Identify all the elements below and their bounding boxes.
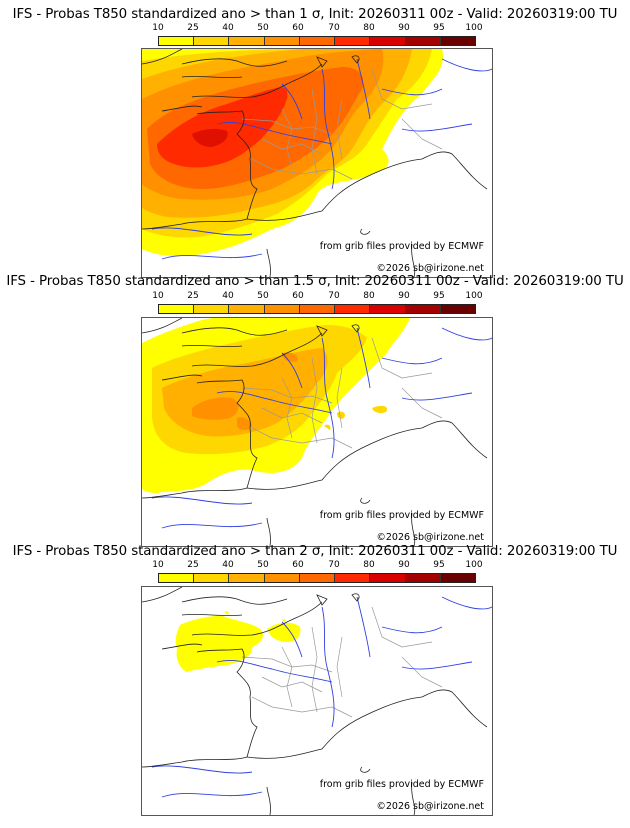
colorbar-swatch: [440, 305, 475, 313]
colorbar-swatch: [159, 37, 195, 45]
rivers: [151, 327, 492, 529]
colorbar-tick: 90: [398, 291, 410, 301]
colorbar-tick: 50: [257, 291, 269, 301]
colorbar-tick: 25: [187, 23, 199, 33]
colorbar-tick: 80: [363, 291, 375, 301]
probability-map-2: [142, 318, 492, 546]
colorbar-swatch: [370, 37, 406, 45]
colorbar-swatch: [229, 37, 265, 45]
colorbar-swatch: [194, 574, 230, 582]
colorbar-swatch: [299, 305, 336, 313]
colorbar-tick: 95: [433, 291, 445, 301]
data-source-credit: from grib files provided by ECMWF: [319, 510, 484, 521]
colorbar-tick: 70: [328, 560, 340, 570]
colorbar-tick: 10: [152, 291, 164, 301]
rivers: [151, 58, 492, 260]
probability-map-3: [142, 587, 492, 815]
colorbar-tick: 100: [465, 23, 483, 33]
coastlines: [142, 587, 488, 815]
colorbar-tick: 10: [152, 23, 164, 33]
admin-borders: [241, 68, 443, 180]
colorbar-tick: 60: [292, 560, 304, 570]
colorbar-tick: 40: [222, 291, 234, 301]
panel-3-title: IFS - Probas T850 standardized ano > tha…: [12, 544, 618, 559]
colorbar-swatch: [159, 574, 195, 582]
colorbar-3: [158, 573, 476, 583]
colorbar-tick: 90: [398, 560, 410, 570]
colorbar-tick: 95: [433, 23, 445, 33]
colorbar-tick: 25: [187, 560, 199, 570]
colorbar-tick: 60: [292, 291, 304, 301]
map-panel-3: from grib files provided by ECMWF ©2026 …: [141, 586, 493, 816]
rivers: [151, 596, 492, 798]
colorbar-swatch: [405, 574, 441, 582]
colorbar-swatch: [370, 574, 406, 582]
colorbar-tick: 80: [363, 560, 375, 570]
colorbar-swatch: [440, 37, 475, 45]
colorbar-swatch: [229, 305, 265, 313]
colorbar-tick: 70: [328, 23, 340, 33]
colorbar-tick: 80: [363, 23, 375, 33]
colorbar-swatch: [405, 305, 441, 313]
map-panel-2: from grib files provided by ECMWF ©2026 …: [141, 317, 493, 547]
colorbar-2-labels: 10 25 40 50 60 70 80 90 95 100: [152, 291, 482, 301]
colorbar-tick: 25: [187, 291, 199, 301]
colorbar-tick: 90: [398, 23, 410, 33]
colorbar-tick: 40: [222, 23, 234, 33]
probability-fill: [142, 318, 410, 493]
colorbar-swatch: [194, 305, 230, 313]
colorbar-swatch: [194, 37, 230, 45]
colorbar-swatch: [299, 574, 336, 582]
admin-borders: [241, 337, 443, 449]
colorbar-tick: 50: [257, 560, 269, 570]
colorbar-3-labels: 10 25 40 50 60 70 80 90 95 100: [152, 560, 482, 570]
copyright-text: ©2026 sb@irizone.net: [376, 263, 484, 274]
colorbar-swatch: [335, 305, 371, 313]
colorbar-1: [158, 36, 476, 46]
data-source-credit: from grib files provided by ECMWF: [319, 241, 484, 252]
admin-borders: [241, 606, 443, 718]
colorbar-swatch: [335, 574, 371, 582]
colorbar-swatch: [370, 305, 406, 313]
colorbar-swatch: [264, 37, 300, 45]
colorbar-swatch: [159, 305, 195, 313]
coastlines: [142, 318, 488, 546]
probability-map-1: [142, 49, 492, 277]
copyright-text: ©2026 sb@irizone.net: [376, 801, 484, 812]
colorbar-tick: 95: [433, 560, 445, 570]
colorbar-swatch: [335, 37, 371, 45]
colorbar-tick: 70: [328, 291, 340, 301]
colorbar-tick: 60: [292, 23, 304, 33]
colorbar-tick: 40: [222, 560, 234, 570]
colorbar-swatch: [264, 574, 300, 582]
probability-fill: [142, 49, 443, 257]
colorbar-tick: 100: [465, 560, 483, 570]
map-panel-1: from grib files provided by ECMWF ©2026 …: [141, 48, 493, 278]
colorbar-swatch: [440, 574, 475, 582]
probability-fill: [175, 611, 301, 672]
colorbar-2: [158, 304, 476, 314]
panel-2-title: IFS - Probas T850 standardized ano > tha…: [6, 274, 624, 289]
panel-1-title: IFS - Probas T850 standardized ano > tha…: [12, 7, 618, 22]
colorbar-swatch: [229, 574, 265, 582]
coastlines: [142, 49, 488, 277]
data-source-credit: from grib files provided by ECMWF: [319, 779, 484, 790]
colorbar-swatch: [405, 37, 441, 45]
colorbar-tick: 50: [257, 23, 269, 33]
colorbar-1-labels: 10 25 40 50 60 70 80 90 95 100: [152, 23, 482, 33]
colorbar-tick: 10: [152, 560, 164, 570]
colorbar-swatch: [264, 305, 300, 313]
colorbar-tick: 100: [465, 291, 483, 301]
copyright-text: ©2026 sb@irizone.net: [376, 532, 484, 543]
colorbar-swatch: [299, 37, 336, 45]
